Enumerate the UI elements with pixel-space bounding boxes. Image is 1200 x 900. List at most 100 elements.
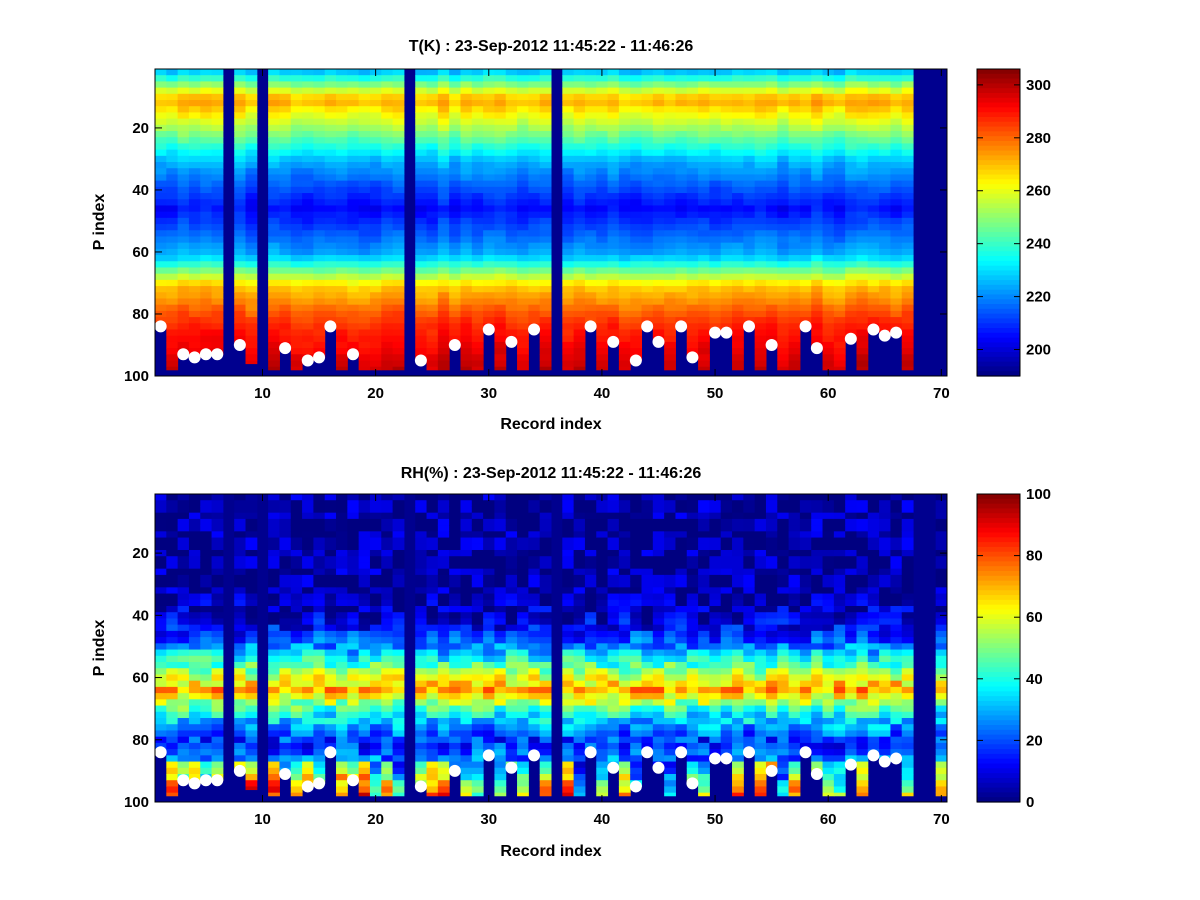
heatmap-column (528, 494, 541, 756)
x-tick-label: 20 (367, 385, 384, 402)
heatmap-column (166, 494, 179, 797)
heatmap-column (573, 69, 586, 371)
surface-marker (584, 746, 597, 759)
surface-marker (301, 354, 314, 367)
surface-marker (154, 320, 167, 333)
surface-marker (652, 335, 665, 348)
surface-marker (279, 768, 292, 780)
surface-marker (301, 780, 314, 793)
heatmap-column (732, 69, 744, 371)
y-tick-label: 40 (132, 182, 149, 199)
heatmap-column (155, 69, 167, 327)
heatmap-column (822, 69, 835, 371)
x-tick-label: 50 (707, 811, 724, 828)
surface-marker (867, 749, 880, 762)
heatmap-column (754, 69, 767, 371)
surface-marker (324, 746, 337, 759)
y-tick-label: 60 (132, 670, 149, 687)
heatmap-column (279, 69, 292, 349)
surface-marker (720, 326, 733, 339)
surface-marker (629, 354, 642, 367)
heatmap-column (788, 494, 801, 797)
surface-marker (743, 746, 755, 759)
heatmap-column (426, 494, 439, 797)
y-tick-label: 60 (132, 244, 149, 261)
temperature-colorbar-frame (976, 68, 1021, 377)
surface-marker (878, 329, 891, 342)
colorbar-tick-label: 260 (1026, 183, 1051, 200)
heatmap-column (584, 69, 597, 327)
surface-marker (482, 749, 495, 762)
temperature-xlabel: Record index (500, 416, 601, 433)
heatmap-column (879, 69, 891, 337)
surface-marker (720, 752, 733, 765)
x-tick-label: 30 (480, 811, 497, 828)
x-tick-label: 40 (594, 385, 611, 402)
heatmap-column (901, 69, 914, 371)
heatmap-column (652, 69, 665, 343)
heatmap-column (155, 494, 167, 753)
heatmap-column (188, 494, 201, 784)
heatmap-column (765, 494, 778, 772)
humidity-axis-ticks: 10 20 30 40 50 60 70 20 40 60 80 100 (124, 494, 950, 828)
colorbar-tick-label: 280 (1026, 130, 1051, 147)
heatmap-column (698, 69, 710, 371)
heatmap-column (743, 69, 756, 327)
surface-marker (675, 320, 688, 333)
heatmap-column (471, 494, 484, 797)
heatmap-column (347, 69, 360, 355)
heatmap-column (369, 494, 382, 797)
heatmap-column (664, 494, 676, 797)
heatmap-column (856, 69, 869, 371)
surface-marker (233, 764, 246, 777)
humidity-heatmap (154, 494, 948, 802)
heatmap-column (483, 494, 495, 756)
surface-marker (607, 761, 620, 774)
x-tick-label: 50 (707, 385, 724, 402)
surface-marker (686, 351, 699, 364)
heatmap-column (268, 494, 280, 797)
heatmap-column (799, 69, 812, 327)
surface-marker (765, 764, 778, 777)
surface-marker (810, 342, 823, 355)
heatmap-column (743, 494, 756, 753)
surface-marker (810, 768, 823, 780)
colorbar-tick-label: 0 (1026, 794, 1034, 811)
heatmap-column (562, 69, 575, 371)
heatmap-column (471, 69, 484, 371)
heatmap-column (415, 494, 428, 787)
surface-marker (528, 323, 541, 336)
heatmap-column (336, 494, 348, 797)
colorbar-tick-label: 220 (1026, 289, 1051, 306)
heatmap-column (268, 69, 280, 371)
heatmap-column (890, 494, 903, 759)
heatmap-column (426, 69, 439, 371)
heatmap-column (867, 494, 880, 756)
x-tick-label: 10 (254, 385, 271, 402)
heatmap-column (698, 494, 710, 797)
heatmap-column (630, 69, 643, 361)
heatmap-column (347, 494, 360, 781)
heatmap-column (641, 494, 654, 753)
heatmap-column (528, 69, 541, 330)
colorbar-tick-label: 60 (1026, 609, 1043, 626)
heatmap-column (460, 69, 473, 371)
heatmap-column (641, 69, 654, 327)
heatmap-column (279, 494, 292, 775)
heatmap-column (935, 494, 948, 797)
surface-marker (199, 774, 212, 787)
heatmap-column (811, 494, 824, 775)
heatmap-column (437, 494, 450, 797)
heatmap-column (494, 494, 507, 797)
surface-marker (154, 746, 167, 759)
heatmap-column (607, 69, 620, 343)
heatmap-column (765, 69, 778, 346)
heatmap-column (415, 69, 428, 361)
heatmap-column (799, 494, 812, 753)
surface-marker (505, 761, 518, 774)
heatmap-column (539, 69, 552, 371)
humidity-colorbar-frame (976, 493, 1021, 803)
heatmap-column (867, 69, 880, 330)
surface-marker (347, 774, 359, 787)
heatmap-column (709, 494, 722, 759)
